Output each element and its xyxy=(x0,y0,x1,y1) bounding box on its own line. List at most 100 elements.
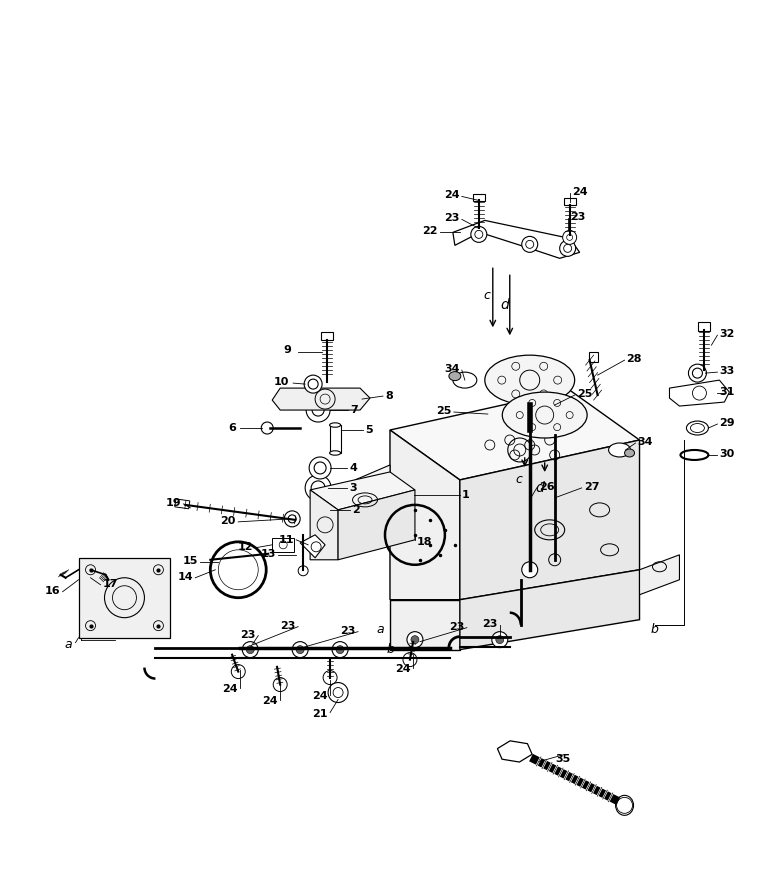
Ellipse shape xyxy=(616,796,633,815)
Text: 23: 23 xyxy=(340,626,356,636)
Text: 23: 23 xyxy=(444,214,459,223)
Circle shape xyxy=(522,237,538,253)
Text: 7: 7 xyxy=(350,405,358,415)
Bar xyxy=(330,425,340,453)
Polygon shape xyxy=(310,490,338,560)
Circle shape xyxy=(296,645,304,653)
Text: 16: 16 xyxy=(44,585,60,596)
Text: 24: 24 xyxy=(395,664,411,674)
Circle shape xyxy=(411,636,419,644)
Ellipse shape xyxy=(485,355,575,405)
Text: 11: 11 xyxy=(278,535,294,545)
Ellipse shape xyxy=(453,372,477,389)
Circle shape xyxy=(688,364,706,382)
Circle shape xyxy=(328,683,348,703)
Text: 30: 30 xyxy=(719,449,734,459)
Circle shape xyxy=(305,475,331,501)
Text: a: a xyxy=(376,623,384,636)
Text: 22: 22 xyxy=(422,226,438,237)
Text: 15: 15 xyxy=(182,555,197,566)
Text: c: c xyxy=(516,473,522,487)
Text: 28: 28 xyxy=(627,354,642,364)
Text: 24: 24 xyxy=(571,187,588,198)
Text: 13: 13 xyxy=(260,549,275,559)
Text: 34: 34 xyxy=(637,437,653,447)
Circle shape xyxy=(304,375,322,393)
Circle shape xyxy=(284,511,300,527)
Text: 20: 20 xyxy=(220,516,236,526)
Text: 1: 1 xyxy=(462,490,470,500)
Polygon shape xyxy=(310,472,415,509)
Text: 23: 23 xyxy=(449,622,464,631)
Polygon shape xyxy=(272,389,370,410)
Bar xyxy=(698,322,711,331)
Circle shape xyxy=(261,422,273,434)
Polygon shape xyxy=(300,535,325,558)
Circle shape xyxy=(311,481,325,494)
Polygon shape xyxy=(79,558,171,638)
Text: 4: 4 xyxy=(349,463,357,473)
Text: 17: 17 xyxy=(103,578,118,589)
Ellipse shape xyxy=(503,392,587,438)
Polygon shape xyxy=(390,390,640,480)
Bar xyxy=(175,499,190,509)
Text: 26: 26 xyxy=(539,482,555,492)
Text: d: d xyxy=(500,298,509,313)
Circle shape xyxy=(243,642,259,658)
Circle shape xyxy=(336,645,344,653)
Circle shape xyxy=(288,515,296,523)
Ellipse shape xyxy=(449,372,461,381)
Polygon shape xyxy=(453,221,580,259)
Circle shape xyxy=(470,226,487,242)
Circle shape xyxy=(563,230,577,245)
Text: 34: 34 xyxy=(444,364,460,374)
Ellipse shape xyxy=(330,423,340,427)
Text: a: a xyxy=(65,638,73,651)
Text: 23: 23 xyxy=(240,630,256,639)
Text: 18: 18 xyxy=(417,537,432,547)
Circle shape xyxy=(492,631,508,647)
Polygon shape xyxy=(497,741,532,762)
Circle shape xyxy=(273,677,287,691)
Ellipse shape xyxy=(330,451,340,455)
Circle shape xyxy=(526,240,534,248)
Text: 23: 23 xyxy=(482,619,497,629)
Circle shape xyxy=(312,404,324,416)
Text: 27: 27 xyxy=(584,482,599,492)
Circle shape xyxy=(306,398,330,422)
Bar xyxy=(321,332,333,340)
Ellipse shape xyxy=(624,449,634,457)
Bar xyxy=(564,199,575,206)
Text: 8: 8 xyxy=(385,391,392,401)
Text: 29: 29 xyxy=(719,418,735,428)
Text: 33: 33 xyxy=(719,366,734,376)
Circle shape xyxy=(560,240,575,256)
Circle shape xyxy=(332,642,348,658)
Bar xyxy=(588,352,597,362)
Polygon shape xyxy=(338,490,415,560)
Polygon shape xyxy=(390,430,460,600)
Circle shape xyxy=(308,379,318,389)
Circle shape xyxy=(292,642,308,658)
Text: 35: 35 xyxy=(555,754,571,765)
Circle shape xyxy=(323,670,337,684)
Circle shape xyxy=(692,368,702,378)
Polygon shape xyxy=(640,555,679,595)
Text: d: d xyxy=(536,481,544,494)
Text: 12: 12 xyxy=(237,542,252,552)
Text: 5: 5 xyxy=(365,425,373,435)
Text: 2: 2 xyxy=(352,505,360,515)
Ellipse shape xyxy=(609,443,630,457)
Bar xyxy=(473,194,485,201)
Polygon shape xyxy=(355,465,390,525)
Polygon shape xyxy=(669,380,729,406)
Text: 21: 21 xyxy=(312,708,327,719)
Text: 14: 14 xyxy=(177,572,193,582)
Text: 23: 23 xyxy=(280,621,295,630)
Text: b: b xyxy=(386,643,394,656)
Bar xyxy=(272,538,295,552)
Polygon shape xyxy=(317,500,334,520)
Circle shape xyxy=(403,653,417,667)
Text: 31: 31 xyxy=(719,387,734,397)
Text: 24: 24 xyxy=(262,696,278,706)
